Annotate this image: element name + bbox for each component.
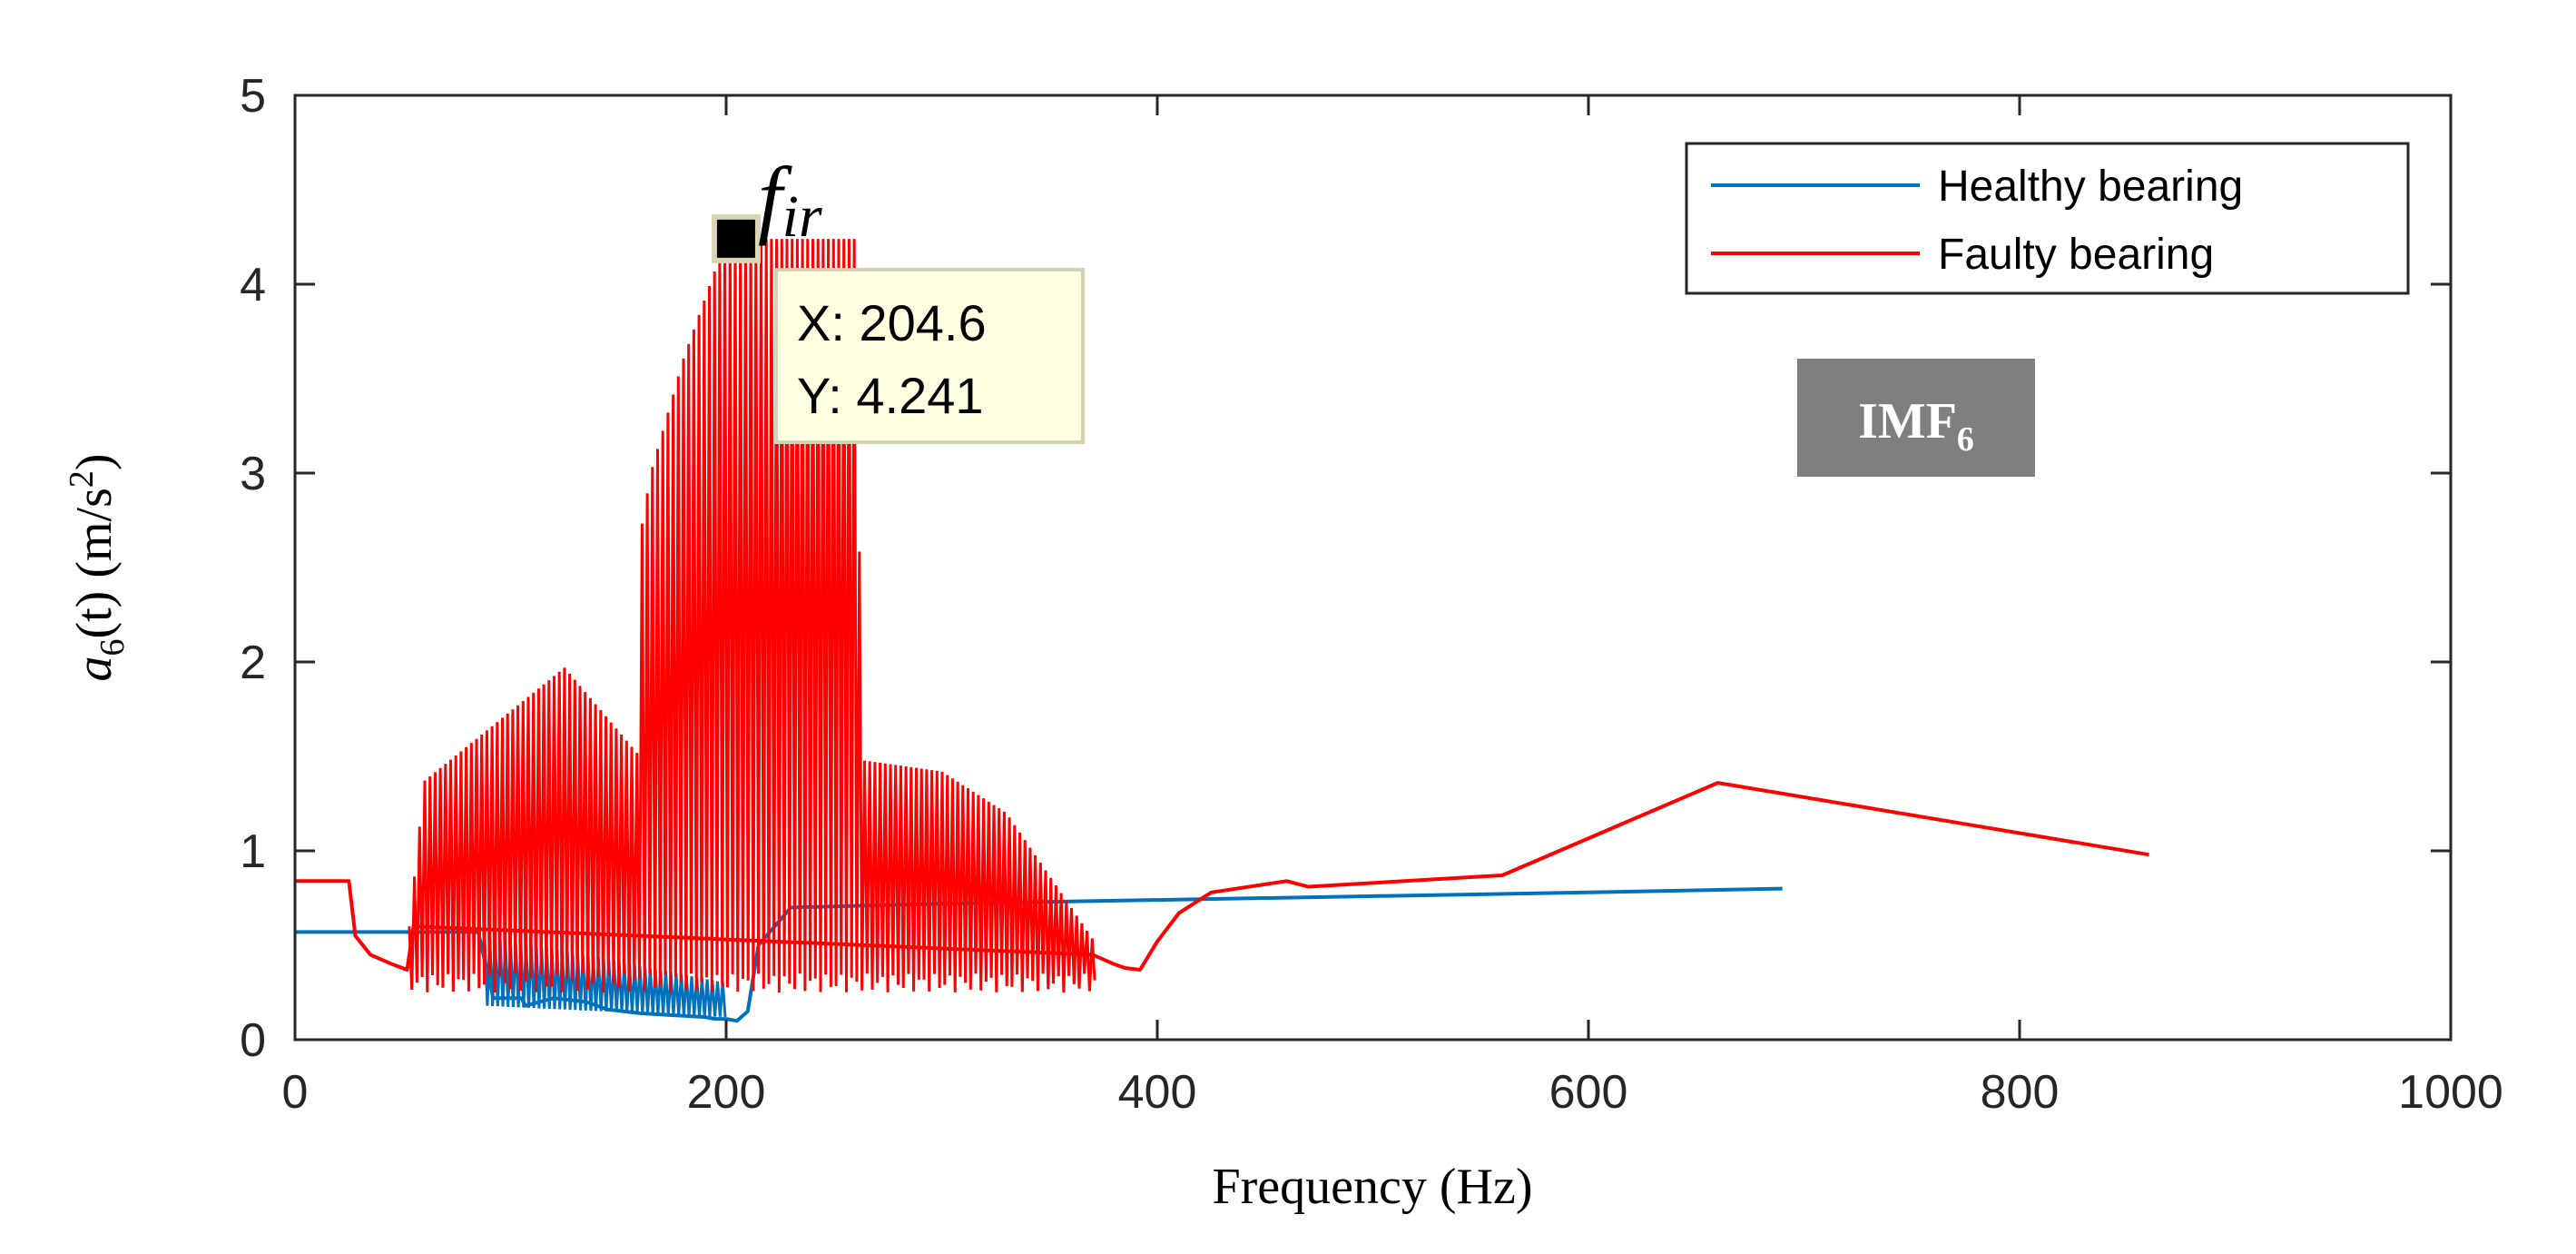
plot-axes-box <box>293 94 2453 1042</box>
x-tick-label: 200 <box>687 1066 766 1119</box>
y-tick-label: 3 <box>240 448 266 500</box>
legend-label-healthy: Healthy bearing <box>1938 163 2243 211</box>
series-line-1 <box>295 781 2149 972</box>
datatip-x: X: 204.6 <box>797 294 987 351</box>
y-tick-label: 4 <box>240 259 266 311</box>
x-tick-label: 400 <box>1118 1066 1197 1119</box>
imf-tag-label: IMF6 <box>1858 393 1974 459</box>
imf-tag-sub: 6 <box>1957 420 1974 459</box>
series-band-1 <box>408 239 1096 993</box>
series-faulty <box>295 239 2149 993</box>
imf-tag-text: IMF <box>1858 393 1957 449</box>
y-tick-label: 2 <box>240 637 266 689</box>
y-axis-label-sup: 2 <box>63 470 101 488</box>
y-axis-label-sub: 6 <box>93 639 132 657</box>
y-axis-label-close: ) <box>66 453 123 470</box>
imf-tag: IMF6 <box>1797 359 2035 477</box>
y-tick-label: 5 <box>240 70 266 123</box>
x-tick-label: 0 <box>282 1066 309 1119</box>
fir-annotation: fir <box>758 149 822 250</box>
datatip-y: Y: 4.241 <box>797 367 984 424</box>
axis-ticks: 0 200 400 600 800 1000 0 1 2 3 4 5 <box>240 70 2503 1119</box>
y-axis-label-rest: (t) (m/s <box>66 488 123 638</box>
x-tick-label: 600 <box>1549 1066 1628 1119</box>
fir-annotation-sub: ir <box>782 183 822 250</box>
imf-tag-box <box>1797 359 2035 477</box>
legend: Healthy bearing Faulty bearing <box>1685 142 2410 295</box>
series-layer <box>295 239 2149 1023</box>
x-tick-label: 1000 <box>2398 1066 2503 1119</box>
legend-label-faulty: Faulty bearing <box>1938 231 2214 279</box>
datatip-marker <box>711 213 761 263</box>
legend-box <box>1685 142 2410 295</box>
y-tick-label: 0 <box>240 1014 266 1067</box>
y-axis-label: a6(t) (m/s2) <box>63 453 132 681</box>
y-axis-label-base: a <box>66 657 123 682</box>
datatip: X: 204.6 Y: 4.241 fir <box>711 149 1085 444</box>
datatip-box <box>774 268 1085 444</box>
x-tick-label: 800 <box>1981 1066 2060 1119</box>
x-axis-label: Frequency (Hz) <box>1213 1159 1533 1215</box>
y-tick-label: 1 <box>240 825 266 878</box>
